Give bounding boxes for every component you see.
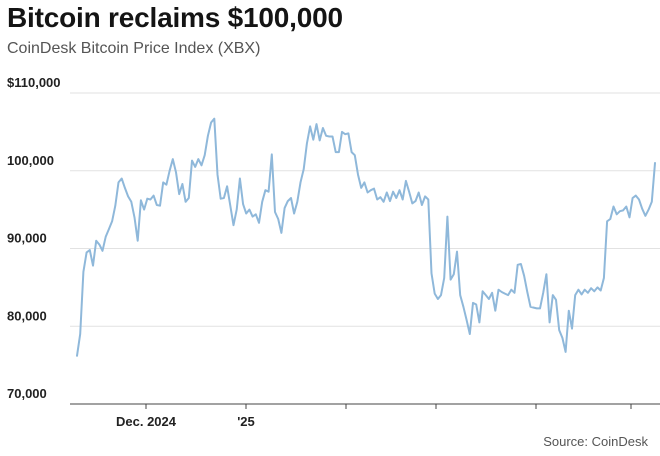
y-tick-label-2: 90,000	[7, 231, 47, 246]
chart-subtitle: CoinDesk Bitcoin Price Index (XBX)	[7, 40, 261, 57]
x-tick-label-1: '25	[237, 414, 255, 429]
y-tick-label-4: 70,000	[7, 386, 47, 401]
price-series-line	[76, 117, 656, 357]
y-tick-label-3: 80,000	[7, 308, 47, 323]
x-tick-label-0: Dec. 2024	[116, 414, 177, 429]
y-tick-label-1: 100,000	[7, 153, 54, 168]
chart-title: Bitcoin reclaims $100,000	[7, 2, 343, 33]
y-tick-label-0: $110,000	[7, 75, 61, 90]
source-credit: Source: CoinDesk	[543, 434, 648, 449]
